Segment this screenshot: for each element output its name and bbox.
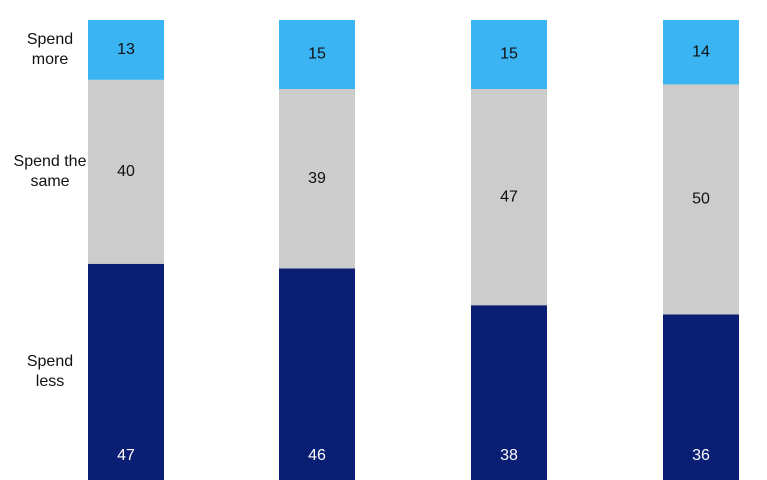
- value-label: 46: [308, 447, 326, 464]
- value-label: 13: [117, 41, 135, 58]
- value-label: 14: [692, 43, 710, 60]
- bar-segment: [471, 20, 547, 89]
- bar-segment: [279, 268, 355, 480]
- value-label: 47: [500, 188, 518, 205]
- value-label: 40: [117, 163, 135, 180]
- bar-segment: [88, 79, 164, 264]
- series-label: Spend less: [26, 352, 74, 390]
- bar-segment: [663, 314, 739, 480]
- value-label: 15: [500, 46, 518, 63]
- bar-segment: [88, 20, 164, 80]
- series-label: Spend more: [26, 30, 74, 68]
- series-label: Spend the same: [13, 152, 87, 190]
- bar-segment: [88, 263, 164, 480]
- value-label: 50: [692, 191, 710, 208]
- value-label: 47: [117, 447, 135, 464]
- bar-segment: [471, 305, 547, 480]
- bar-segment: [663, 20, 739, 85]
- bar-segment: [663, 84, 739, 315]
- value-label: 39: [308, 170, 326, 187]
- value-label: 15: [308, 46, 326, 63]
- bar-segment: [279, 20, 355, 89]
- value-label: 36: [692, 447, 710, 464]
- bar-segment: [279, 89, 355, 269]
- value-label: 38: [500, 447, 518, 464]
- bar-segment: [471, 89, 547, 306]
